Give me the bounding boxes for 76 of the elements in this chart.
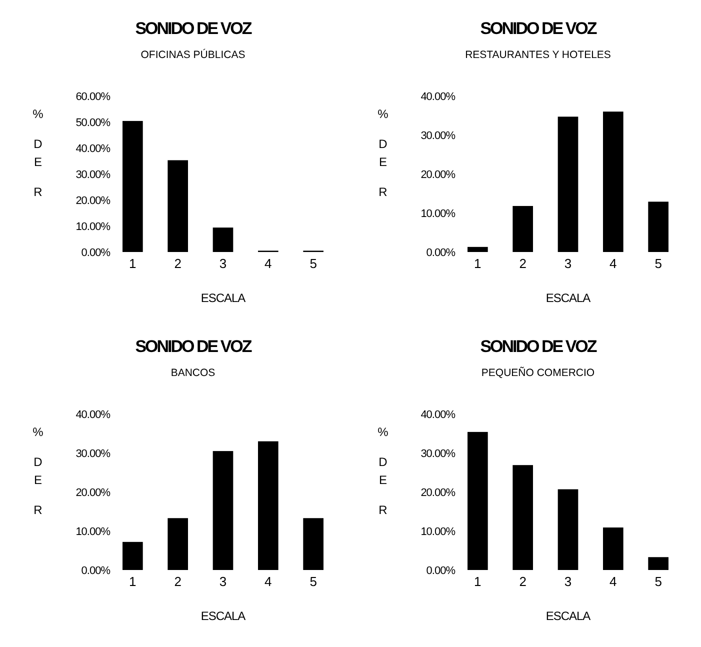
y-tick-label: 20.00%: [76, 194, 111, 207]
y-tick-label: 0.00%: [81, 564, 111, 577]
bar: [168, 518, 188, 570]
chart-subtitle: BANCOS: [170, 367, 216, 379]
bar: [168, 160, 188, 252]
x-axis-title: ESCALA: [200, 609, 246, 623]
x-tick-label: 5: [654, 574, 662, 589]
y-tick-label: 20.00%: [420, 486, 456, 499]
x-tick-label: 4: [264, 574, 272, 589]
bar: [258, 441, 278, 570]
x-tick-label: 2: [519, 256, 526, 271]
y-tick-label: 30.00%: [76, 168, 111, 181]
x-tick-label: 2: [174, 256, 182, 271]
y-tick-label: 40.00%: [76, 142, 111, 155]
chart-subtitle: RESTAURANTES Y HOTELES: [465, 49, 611, 61]
x-tick-label: 1: [129, 574, 136, 589]
y-tick-label: 10.00%: [76, 220, 111, 233]
chart-title: SONIDO DE VOZ: [480, 337, 597, 356]
x-tick-label: 4: [264, 256, 272, 271]
bar: [212, 451, 234, 570]
x-tick-label: 4: [610, 574, 617, 589]
y-tick-label: 40.00%: [420, 90, 456, 103]
y-tick-label: 0.00%: [81, 246, 111, 259]
x-tick-label: 5: [654, 256, 662, 271]
bar: [122, 120, 143, 252]
y-tick-label: 10.00%: [420, 208, 456, 220]
y-tick-label: 20.00%: [76, 486, 111, 499]
x-axis-title: ESCALA: [546, 609, 591, 623]
x-tick-label: 2: [174, 574, 182, 589]
text: % DE R: [32, 425, 44, 517]
x-tick-label: 3: [564, 574, 572, 589]
x-tick-label: 3: [219, 256, 227, 271]
bar: [303, 518, 324, 570]
x-axis-title: ESCALA: [546, 291, 591, 305]
y-tick-label: 40.00%: [76, 408, 111, 421]
bar: [558, 116, 578, 252]
x-tick-label: 4: [610, 256, 617, 271]
text: % DE R: [378, 425, 388, 517]
bar: [603, 527, 624, 570]
x-tick-label: 5: [310, 574, 317, 589]
bar: [648, 557, 668, 570]
bar: [512, 206, 533, 252]
y-tick-label: 10.00%: [76, 526, 111, 538]
y-tick-label: 0.00%: [426, 246, 456, 259]
x-tick-label: 3: [219, 574, 227, 589]
x-tick-label: 1: [474, 574, 482, 589]
y-tick-label: 30.00%: [420, 130, 456, 142]
x-tick-label: 2: [519, 574, 526, 589]
y-tick-label: 60.00%: [76, 90, 111, 103]
text: % DE R: [32, 107, 44, 199]
y-tick-label: 30.00%: [76, 448, 111, 460]
x-tick-label: 1: [129, 256, 136, 271]
x-axis-title: ESCALA: [200, 291, 246, 305]
y-tick-label: 40.00%: [420, 408, 456, 421]
bar: [468, 246, 488, 252]
text: % DE R: [378, 107, 388, 199]
x-tick-label: 3: [564, 256, 572, 271]
bar: [512, 465, 533, 570]
chart-title: SONIDO DE VOZ: [480, 19, 597, 38]
bar: [122, 542, 143, 570]
bar: [648, 202, 668, 252]
y-tick-label: 30.00%: [420, 448, 456, 460]
y-tick-label: 50.00%: [76, 116, 111, 129]
x-tick-label: 5: [310, 256, 317, 271]
bar: [558, 489, 578, 570]
y-tick-label: 0.00%: [426, 564, 456, 577]
chart-title: SONIDO DE VOZ: [135, 337, 252, 356]
x-tick-label: 1: [474, 256, 482, 271]
y-tick-label: 10.00%: [420, 526, 456, 538]
chart-title: SONIDO DE VOZ: [135, 19, 252, 38]
chart-subtitle: PEQUEÑO COMERCIO: [481, 366, 595, 379]
chart-subtitle: OFICINAS PÚBLICAS: [140, 48, 246, 61]
bar: [603, 112, 624, 252]
bar: [212, 228, 234, 252]
bar: [468, 432, 488, 570]
y-tick-label: 20.00%: [420, 168, 456, 181]
